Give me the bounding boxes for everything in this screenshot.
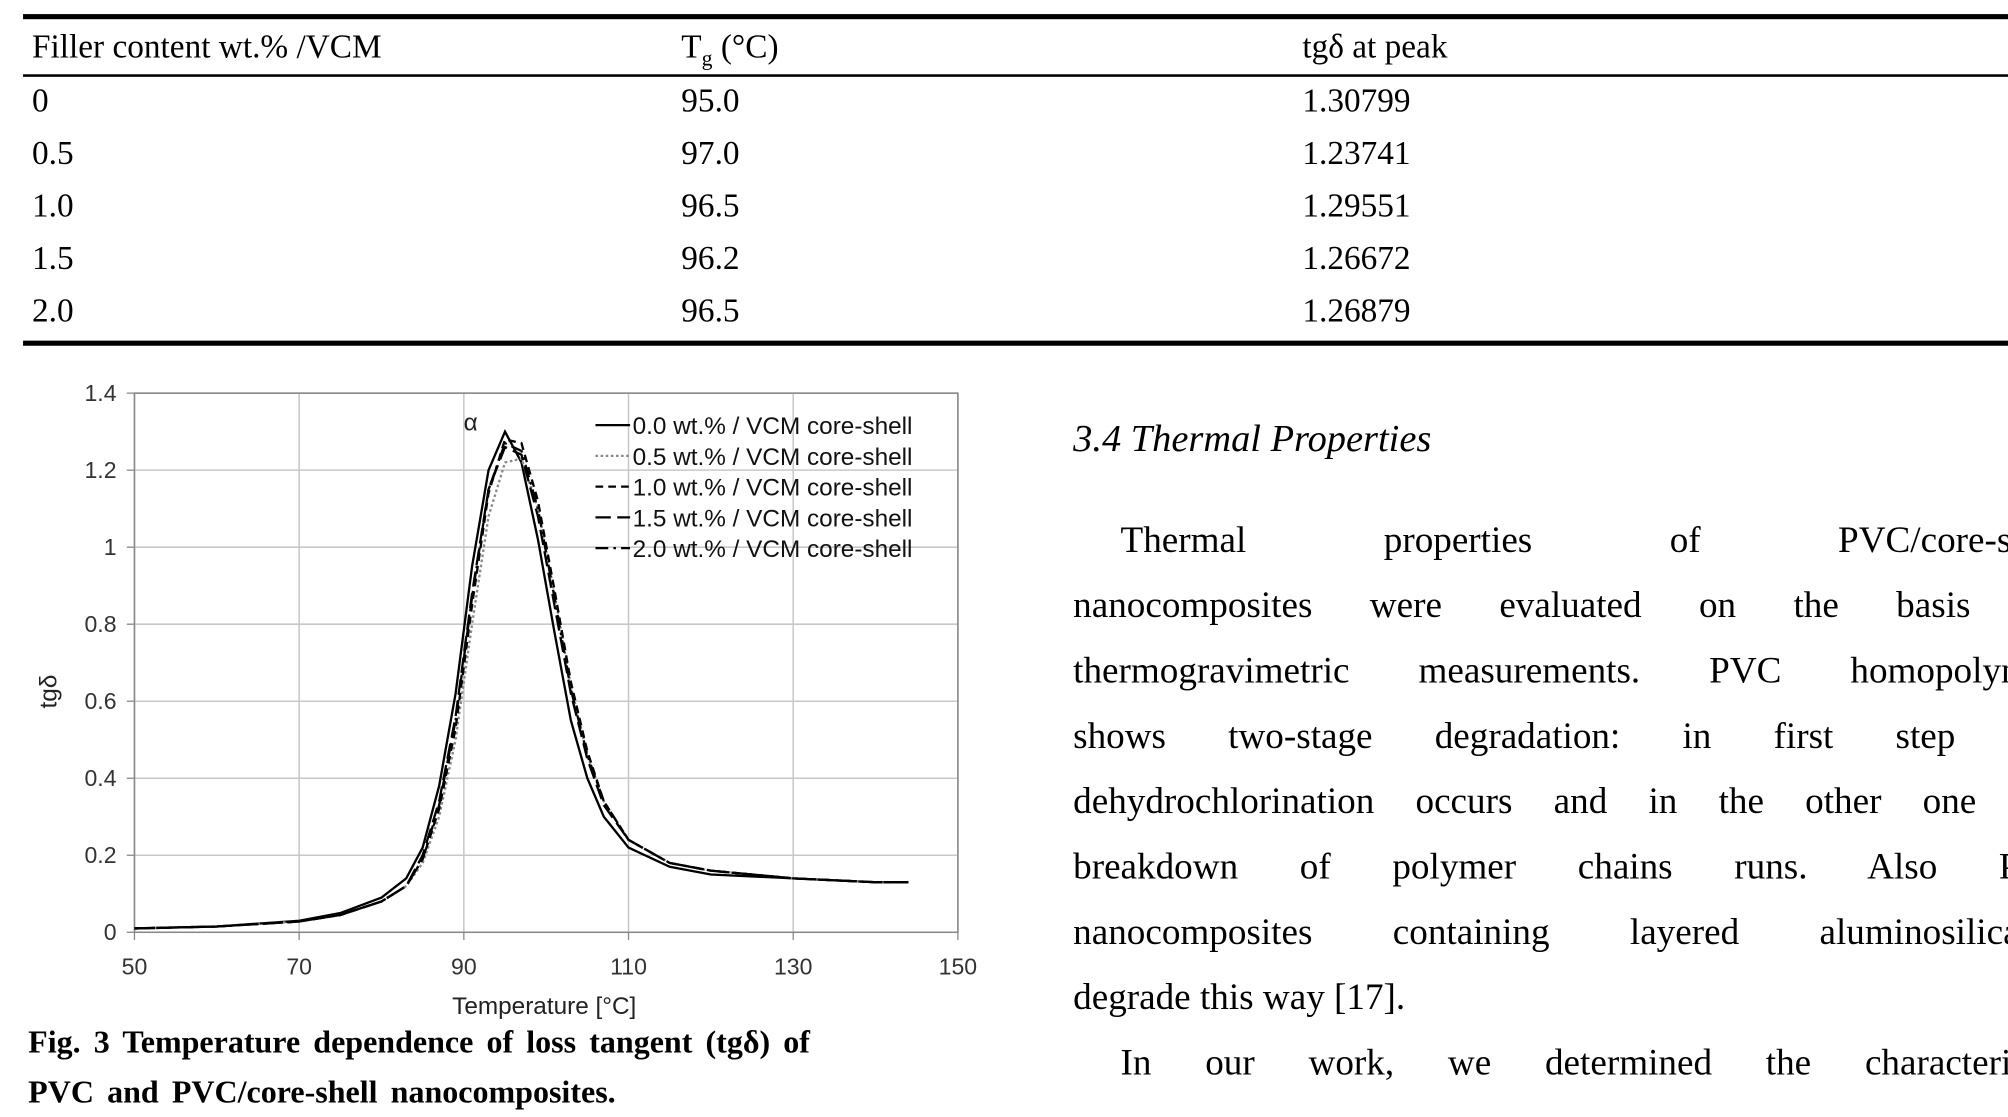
y-tick-label: 0.8: [84, 611, 116, 637]
legend-label: 1.5 wt.% / VCM core-shell: [633, 505, 913, 532]
text-line: nanocomposites containing layered alumin…: [1073, 911, 2008, 953]
y-axis-label: tgδ: [35, 675, 62, 709]
header-text: Filler content wt.% /VCM: [32, 28, 382, 66]
x-tick-label: 90: [451, 954, 477, 980]
y-tick-label: 1.2: [84, 457, 116, 483]
legend-label: 0.0 wt.% / VCM core-shell: [633, 413, 913, 440]
section-heading: 3.4 Thermal Properties: [1073, 417, 1432, 460]
table-cell: 1.5: [32, 239, 74, 277]
legend-label: 0.5 wt.% / VCM core-shell: [633, 444, 913, 471]
header-text: T: [681, 28, 702, 66]
table-cell: 95.0: [681, 81, 740, 120]
y-tick-label: 1: [104, 534, 117, 560]
x-tick-label: 130: [774, 954, 812, 980]
table-cell: 1.26672: [1302, 239, 1411, 277]
text-line: nanocomposites were evaluated on the bas…: [1073, 585, 2008, 627]
table-bottom-rule: [23, 340, 2008, 346]
x-axis-label: Temperature [°C]: [452, 993, 636, 1020]
table-header-cell: Filler content wt.% /VCM: [32, 28, 382, 66]
table-cell: 2.0: [32, 291, 74, 330]
table-cell: 1.29551: [1302, 186, 1411, 225]
plot-frame: [133, 392, 959, 934]
text-line: dehydrochlorination occurs and in the ot…: [1073, 781, 2008, 823]
table-header-cell: tgδ at peak: [1302, 28, 1447, 66]
header-text: (°C): [712, 28, 779, 66]
y-tick-label: 0.4: [84, 765, 116, 791]
x-tick-label: 150: [939, 954, 977, 980]
table-cell: 1.26879: [1302, 291, 1411, 330]
table-cell: 1.30799: [1302, 81, 1411, 120]
table-cell: 97.0: [681, 134, 740, 172]
table-head-rule: [23, 74, 2008, 77]
y-tick-label: 1.4: [84, 380, 116, 406]
text-line: thermogravimetric measurements. PVC homo…: [1073, 650, 2008, 692]
table-cell: 96.5: [681, 186, 740, 225]
table-cell: 0.5: [32, 134, 74, 172]
text-line: Thermal properties of PVC/core-she: [1120, 519, 2008, 561]
y-tick-label: 0.6: [84, 688, 116, 714]
legend-label: 1.0 wt.% / VCM core-shell: [633, 475, 913, 502]
table-cell: 1.0: [32, 186, 74, 225]
annotation: α: [464, 409, 478, 436]
y-tick-label: 0.2: [84, 842, 116, 868]
table-top-rule: [23, 14, 2008, 20]
table-cell: 0: [32, 81, 49, 120]
table-cell: 96.5: [681, 291, 740, 330]
table-header-cell: Tg (°C): [681, 28, 778, 78]
caption-line: PVC and PVC/core-shell nanocomposites.: [28, 1075, 616, 1111]
legend-label: 2.0 wt.% / VCM core-shell: [633, 536, 913, 563]
y-tick-label: 0: [104, 919, 117, 945]
x-tick-label: 50: [122, 954, 148, 980]
chart: 0 0.2 0.4 0.6 0.8 1 1.2 1.4 50 70 90 110 130 150 0.0 w…: [35, 380, 977, 1020]
text-line: In our work, we determined the character…: [1120, 1042, 2008, 1084]
series-line: [134, 441, 909, 930]
text-line: breakdown of polymer chains runs. Also P…: [1073, 846, 2008, 888]
table-cell: 1.23741: [1302, 134, 1411, 172]
x-tick-label: 110: [610, 954, 647, 980]
header-sub: g: [701, 46, 713, 71]
header-text: tgδ at peak: [1302, 28, 1448, 66]
x-tick-label: 70: [286, 954, 312, 980]
table-cell: 96.2: [681, 239, 740, 277]
caption-line: Fig. 3 Temperature dependence of loss ta…: [28, 1025, 810, 1061]
text-line: degrade this way [17].: [1073, 977, 1406, 1019]
text-line: shows two-stage degradation: in first st…: [1073, 715, 2008, 757]
